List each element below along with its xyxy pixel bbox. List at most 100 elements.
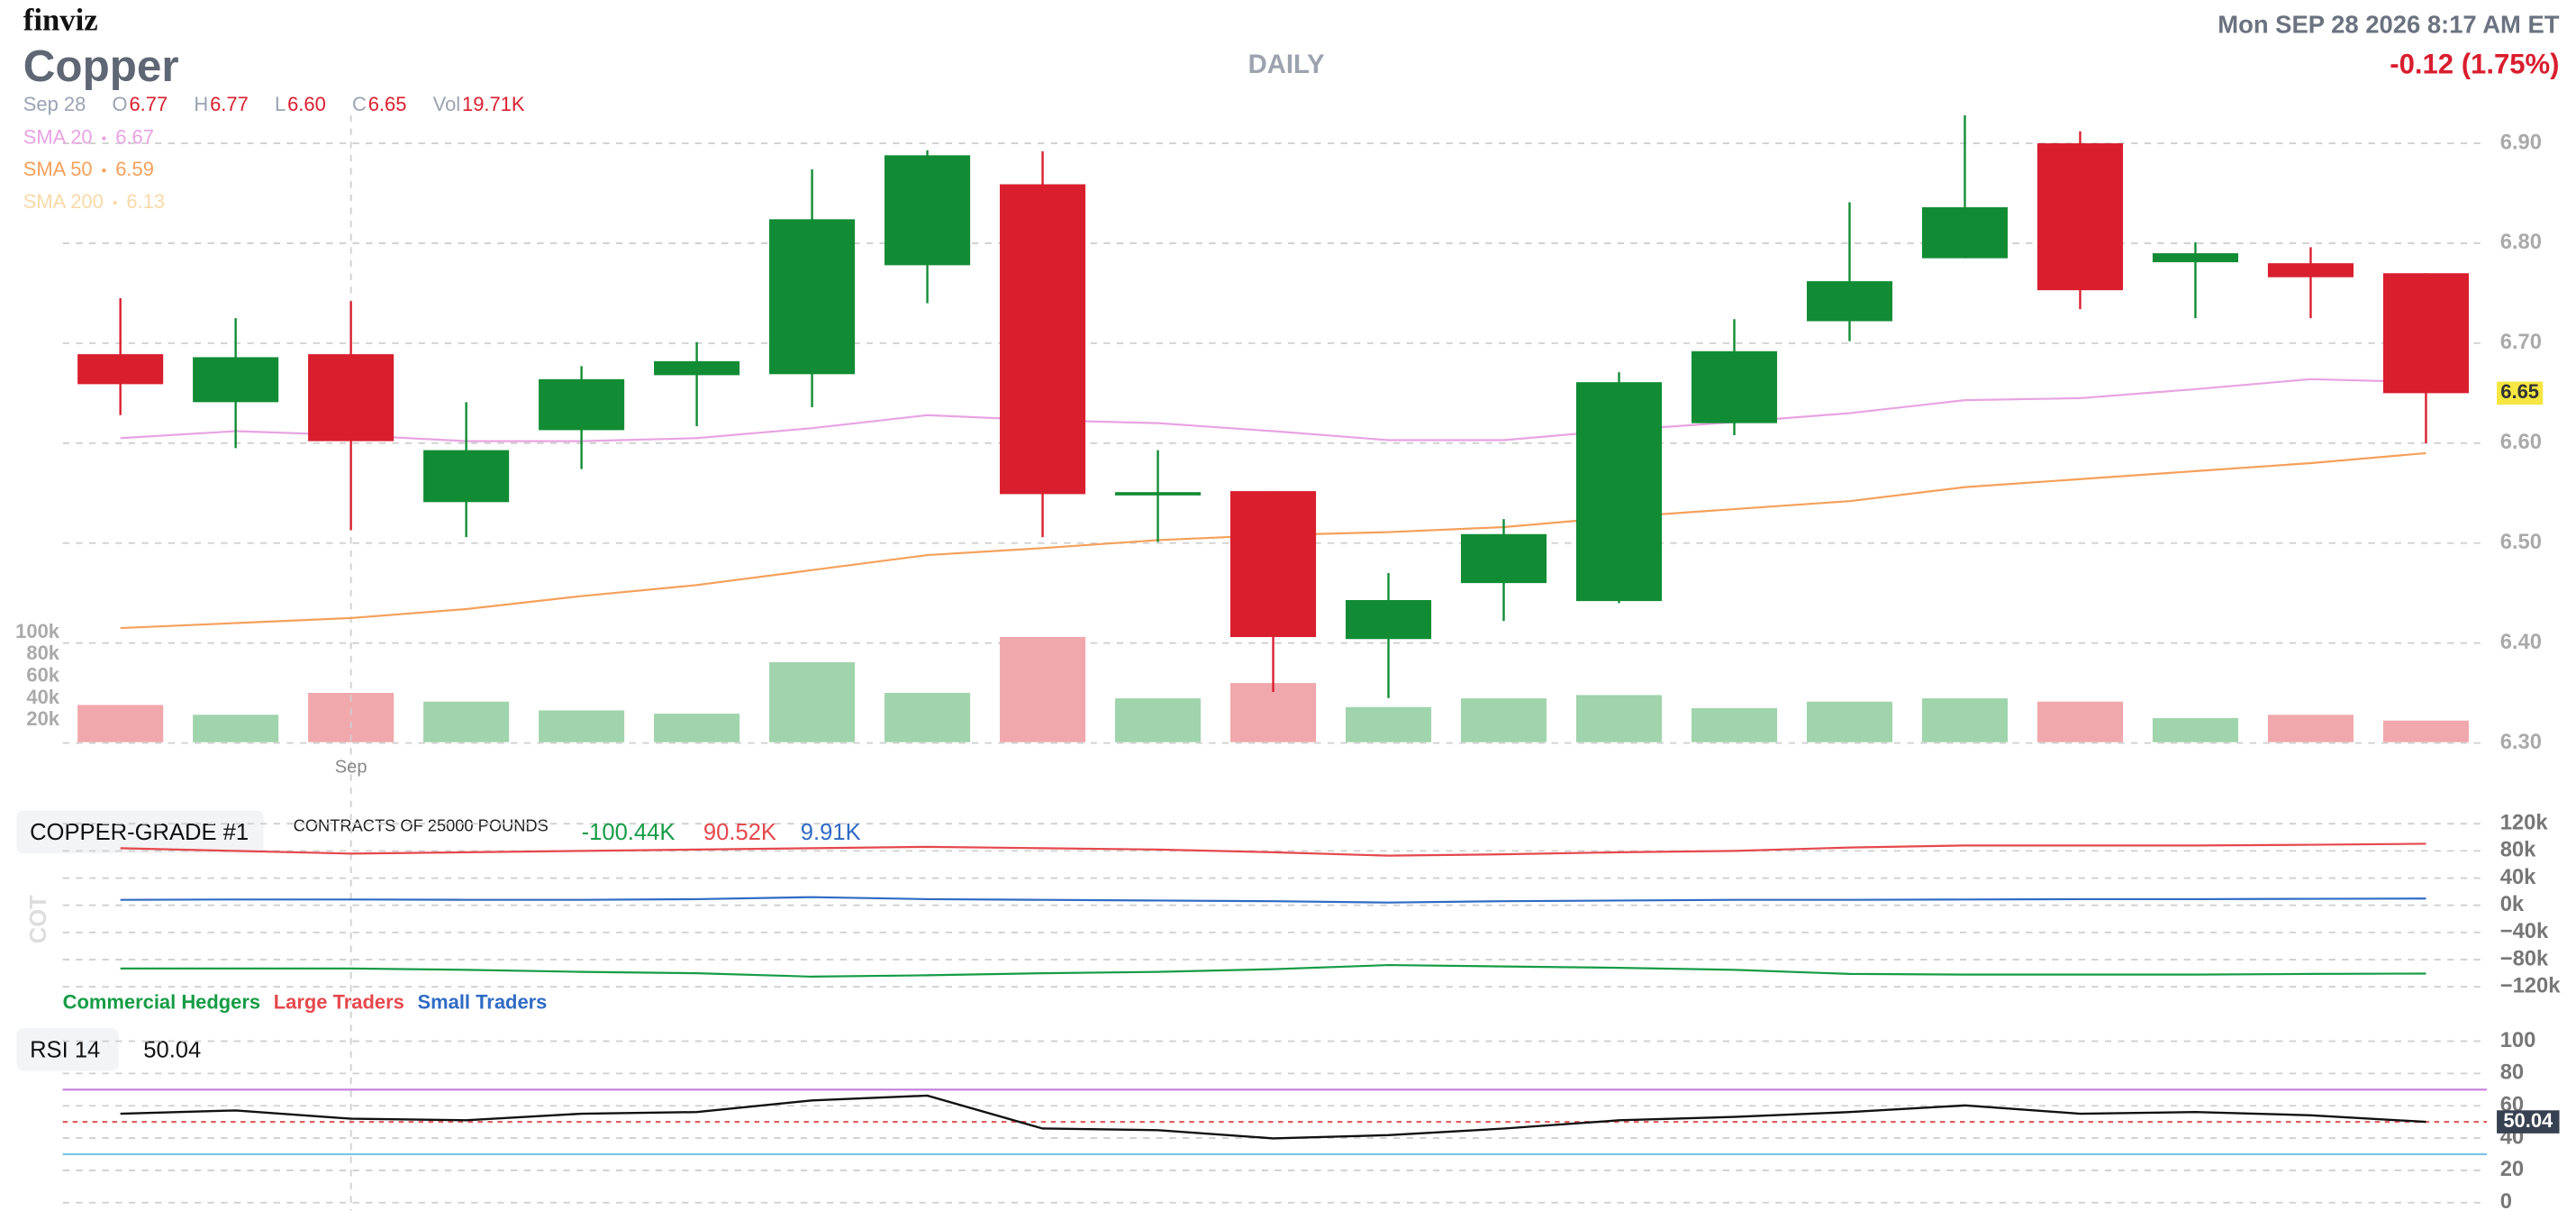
cot-value: 90.52K [703, 820, 776, 845]
candle-body [1230, 491, 1317, 638]
volume-bar [884, 692, 971, 742]
cot-line [120, 963, 2426, 979]
y-tick-label: 0 [2500, 1189, 2512, 1214]
volume-bar [2152, 717, 2238, 742]
volume-bar [1691, 708, 1778, 742]
volume-bar [1460, 698, 1547, 742]
y-tick-label: −40k [2500, 919, 2549, 943]
volume-bar [1000, 636, 1086, 742]
logo: finviz [23, 3, 98, 38]
cot-line [120, 896, 2426, 904]
sma-legend: SMA 50 6.59 [23, 158, 154, 180]
candle-body [1806, 281, 1893, 322]
candle-body [539, 378, 625, 431]
ohlc-label: H [194, 93, 208, 115]
legend-entry: Commercial Hedgers [63, 990, 260, 1013]
candle-body [884, 155, 971, 266]
volume-bar [1115, 698, 1202, 742]
cot-value: -100.44K [582, 820, 676, 845]
candle-body [2152, 253, 2238, 263]
cot-subtitle: CONTRACTS OF 25000 POUNDS [294, 816, 549, 835]
volume-bar [193, 715, 279, 742]
candle-body [77, 354, 164, 385]
volume-bar [769, 661, 856, 742]
candle-body [1921, 207, 2009, 259]
volume-bar [1345, 706, 1432, 742]
volume-bar [1806, 701, 1893, 742]
candle-body [308, 354, 395, 442]
volume-tick-label: 40k [26, 686, 59, 708]
y-tick-label: 6.30 [2500, 730, 2542, 754]
candle-body [2036, 143, 2124, 291]
ohlc-value: 6.65 [368, 93, 407, 115]
y-tick-label: 20 [2500, 1157, 2524, 1181]
change: -0.12 (1.75%) [2390, 48, 2559, 79]
ohlc-label: C [352, 93, 367, 115]
rsi-title-box [16, 1027, 119, 1071]
volume-bar [539, 710, 625, 742]
candle-body [1000, 184, 1086, 495]
x-tick-label: Sep [335, 757, 367, 777]
y-tick-label: −80k [2500, 946, 2549, 970]
symbol: Copper [23, 41, 179, 91]
sma-value: 6.13 [126, 190, 165, 213]
cot-value: 9.91K [801, 820, 861, 845]
candle-body [1345, 599, 1432, 640]
rsi-tag-label: 50.04 [2503, 1109, 2553, 1132]
sma-legend: SMA 20 6.67 [23, 125, 154, 148]
sma-name: SMA 50 [23, 158, 93, 180]
candle-body [1691, 350, 1778, 423]
y-tick-label: −120k [2500, 974, 2561, 998]
candle-body [2267, 263, 2354, 278]
volume-tick-label: 60k [26, 664, 59, 687]
volume-bar [1230, 683, 1317, 742]
candle-body [2382, 273, 2469, 394]
sma-legend: SMA 200 6.13 [23, 190, 165, 213]
timeframe: DAILY [1248, 50, 1326, 79]
legend-entry: Large Traders [274, 990, 404, 1013]
sma-name: SMA 200 [23, 190, 104, 213]
y-tick-label: 80k [2500, 838, 2536, 862]
sma-value: 6.67 [115, 125, 154, 148]
sma-dot [102, 168, 106, 173]
candle-body [423, 450, 510, 503]
ohlc-value: 6.60 [287, 93, 326, 115]
legend-entry: Small Traders [417, 990, 547, 1013]
ohlc-value: 6.77 [210, 93, 249, 115]
y-tick-label: 6.80 [2500, 230, 2542, 254]
ohlc-label: Vol [433, 93, 461, 115]
y-tick-label: 40k [2500, 865, 2536, 889]
sma-value: 6.59 [115, 158, 154, 180]
volume-bar [77, 705, 164, 742]
rsi-line [120, 1094, 2426, 1140]
datetime: Mon SEP 28 2026 8:17 AM ET [2218, 11, 2560, 39]
ohlc-label: L [275, 93, 286, 115]
volume-bar [2036, 701, 2124, 742]
y-tick-label: 100 [2500, 1028, 2536, 1052]
last-price-tag [2497, 381, 2544, 405]
last-price-label: 6.65 [2500, 380, 2539, 403]
y-tick-label: 120k [2500, 810, 2549, 834]
y-tick-label: 0k [2500, 892, 2525, 916]
ohlc-row: Sep 28 O 6.77 H 6.77 L 6.60 C 6.65 Vol 19.71K [23, 93, 525, 115]
ohlc-label: O [113, 93, 128, 115]
ohlc-value: 6.77 [129, 93, 168, 115]
sma-line [120, 378, 2426, 442]
candle-body [769, 219, 856, 375]
volume-bar [1575, 695, 1663, 742]
candle-body [1575, 382, 1663, 602]
cot-title: COPPER-GRADE #1 [30, 820, 249, 845]
ohlc-value: 19.71K [462, 93, 525, 115]
candle-body [1460, 533, 1547, 584]
volume-bar [2267, 715, 2354, 742]
sma-name: SMA 20 [23, 125, 93, 148]
ohlc-date: Sep 28 [23, 93, 86, 115]
y-tick-label: 6.50 [2500, 530, 2542, 554]
y-tick-label: 80 [2500, 1061, 2524, 1085]
cot-legend: Commercial Hedgers Large Traders Small Tra… [63, 990, 548, 1013]
volume-tick-label: 20k [26, 707, 59, 730]
volume-bar [2382, 720, 2469, 742]
candle-body [193, 357, 279, 403]
volume-bar [1921, 698, 2009, 742]
